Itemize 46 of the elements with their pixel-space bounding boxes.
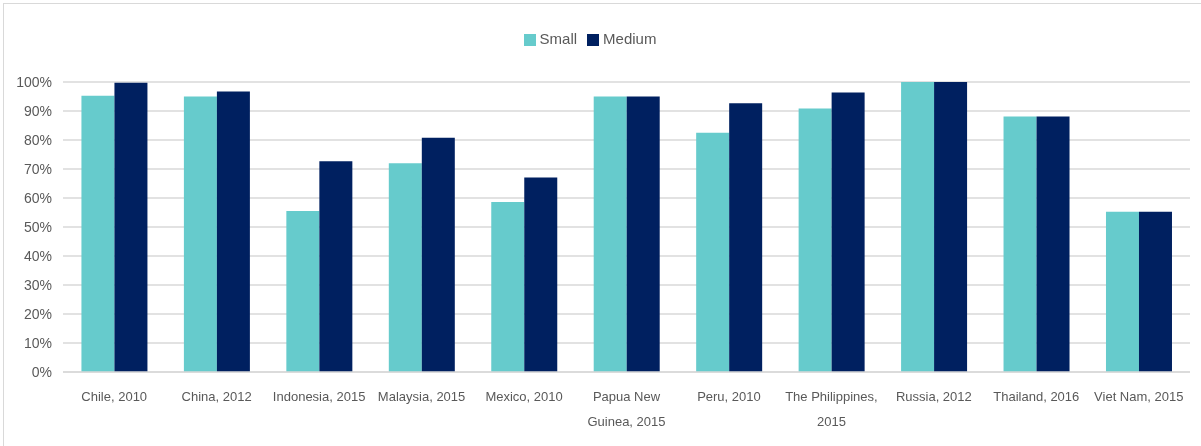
y-tick-label: 50% — [23, 218, 52, 235]
bar — [524, 177, 558, 372]
bar — [593, 96, 627, 372]
bar — [388, 163, 422, 372]
y-tick-label: 70% — [23, 160, 52, 177]
y-tick-label: 60% — [23, 189, 52, 206]
y-tick-label: 10% — [23, 334, 52, 351]
bar — [1105, 211, 1139, 372]
bar — [1138, 211, 1172, 372]
bar — [114, 82, 148, 372]
bar — [216, 91, 250, 372]
y-tick-label: 0% — [31, 363, 52, 380]
x-tick-label: Peru, 2010 — [697, 389, 761, 405]
x-tick-label: Malaysia, 2015 — [377, 389, 466, 405]
y-tick-label: 80% — [23, 131, 52, 148]
bar — [491, 202, 525, 372]
bar — [319, 161, 353, 372]
y-tick-label: 30% — [23, 276, 52, 293]
bar — [729, 103, 763, 372]
y-tick-label: 100% — [16, 73, 52, 90]
legend-label: Small — [539, 30, 578, 47]
y-tick-label: 90% — [23, 102, 52, 119]
x-tick-label: Mexico, 2010 — [485, 389, 563, 405]
x-tick-label: Indonesia, 2015 — [272, 389, 366, 405]
x-tick-label: Thailand, 2016 — [993, 389, 1080, 405]
x-tick-label: Viet Nam, 2015 — [1094, 389, 1184, 405]
bar — [81, 95, 115, 372]
x-tick-label: Chile, 2010 — [81, 389, 148, 405]
bar — [831, 92, 865, 372]
x-tick-label: Russia, 2012 — [895, 389, 972, 405]
bar — [286, 211, 320, 372]
bar — [183, 96, 217, 372]
bar — [901, 82, 935, 372]
bar — [934, 82, 968, 372]
x-tick-label: Papua New Guinea, 2015 — [587, 389, 666, 429]
legend-label: Medium — [603, 30, 657, 47]
bar — [1036, 116, 1070, 372]
y-tick-label: 20% — [23, 305, 52, 322]
bar — [798, 108, 832, 372]
bar — [1003, 116, 1037, 372]
bar — [421, 137, 455, 372]
y-tick-label: 40% — [23, 247, 52, 264]
bar — [696, 132, 730, 372]
x-tick-label: China, 2012 — [181, 389, 252, 405]
x-tick-label: The Philippines, 2015 — [785, 389, 878, 429]
bar — [626, 96, 660, 372]
